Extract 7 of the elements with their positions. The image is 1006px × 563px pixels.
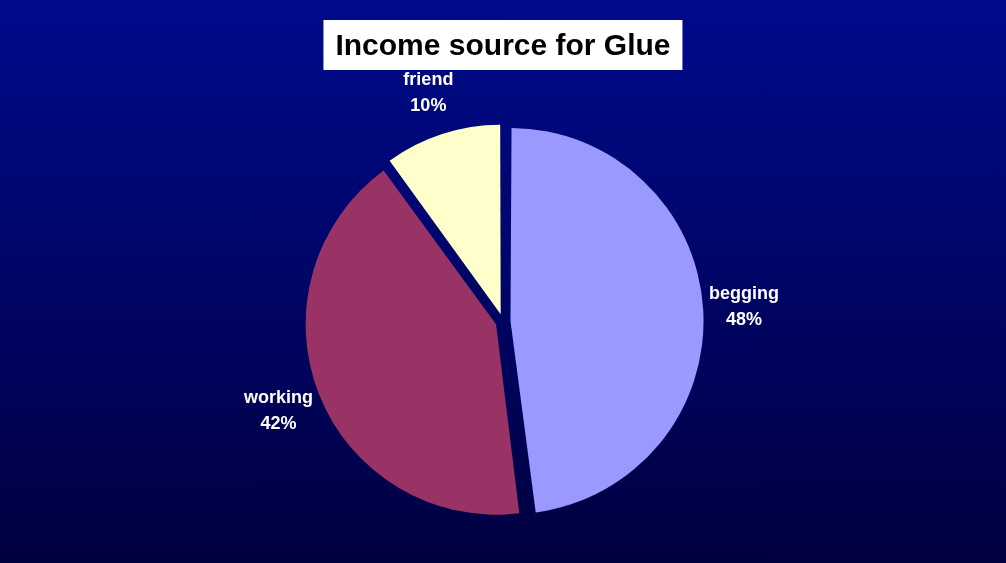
slice-label: working [242,387,313,408]
data-label: 42% [260,413,297,434]
slice-label: begging [709,283,780,304]
data-label: 10% [410,94,447,115]
chart-title: Income source for Glue [323,20,683,70]
slice-label: friend [403,68,454,89]
data-label: 48% [726,309,763,330]
